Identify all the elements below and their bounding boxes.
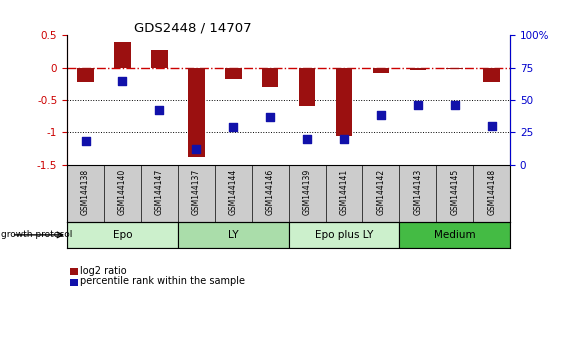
Bar: [188, 68, 205, 157]
Point: [118, 78, 127, 84]
Bar: [336, 68, 352, 136]
Bar: [225, 68, 241, 79]
Bar: [77, 68, 94, 82]
Text: log2 ratio: log2 ratio: [80, 266, 127, 276]
Point: [81, 138, 90, 144]
Bar: [483, 68, 500, 82]
Text: Epo plus LY: Epo plus LY: [315, 230, 373, 240]
Text: percentile rank within the sample: percentile rank within the sample: [80, 276, 245, 286]
Bar: [262, 68, 279, 87]
Text: Medium: Medium: [434, 230, 476, 240]
Point: [339, 136, 349, 142]
Text: GSM144138: GSM144138: [81, 169, 90, 215]
Bar: [178, 222, 289, 248]
Point: [229, 124, 238, 130]
Text: GSM144148: GSM144148: [487, 169, 496, 215]
Text: GSM144139: GSM144139: [303, 169, 311, 215]
Point: [265, 114, 275, 120]
Point: [413, 102, 423, 108]
Text: GSM144140: GSM144140: [118, 169, 127, 215]
Text: LY: LY: [228, 230, 238, 240]
Text: GSM144142: GSM144142: [377, 169, 385, 215]
Text: GSM144143: GSM144143: [413, 169, 422, 215]
Text: GSM144147: GSM144147: [155, 169, 164, 215]
Point: [192, 146, 201, 152]
Point: [154, 108, 164, 113]
Bar: [289, 222, 399, 248]
Text: Epo: Epo: [113, 230, 132, 240]
Point: [376, 113, 385, 118]
Bar: [373, 68, 389, 73]
Bar: [409, 68, 426, 70]
Text: GDS2448 / 14707: GDS2448 / 14707: [134, 21, 251, 34]
Bar: [298, 68, 315, 107]
Text: GSM144146: GSM144146: [266, 169, 275, 215]
Bar: [114, 42, 131, 68]
Text: GSM144141: GSM144141: [339, 169, 349, 215]
Bar: [67, 222, 178, 248]
Text: growth protocol: growth protocol: [1, 230, 72, 239]
Point: [303, 136, 312, 142]
Point: [450, 102, 459, 108]
Bar: [399, 222, 510, 248]
Text: GSM144137: GSM144137: [192, 169, 201, 215]
Point: [487, 123, 496, 129]
Bar: [447, 68, 463, 69]
Bar: [151, 50, 168, 68]
Text: GSM144145: GSM144145: [450, 169, 459, 215]
Text: GSM144144: GSM144144: [229, 169, 238, 215]
